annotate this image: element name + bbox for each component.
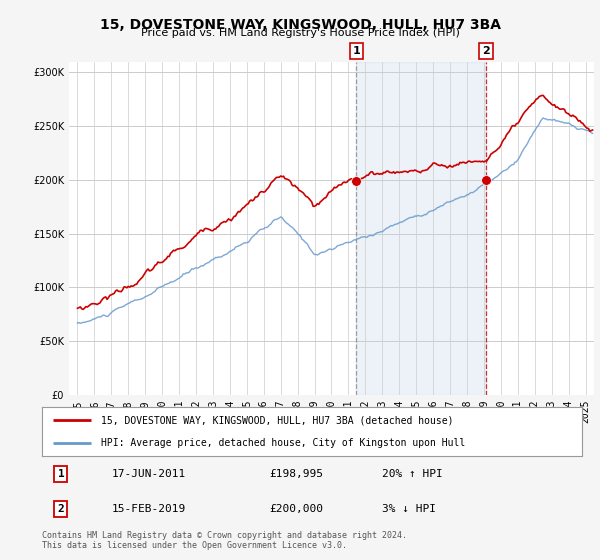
Text: 2: 2	[58, 504, 64, 514]
Text: HPI: Average price, detached house, City of Kingston upon Hull: HPI: Average price, detached house, City…	[101, 438, 466, 448]
Text: 15, DOVESTONE WAY, KINGSWOOD, HULL, HU7 3BA: 15, DOVESTONE WAY, KINGSWOOD, HULL, HU7 …	[100, 18, 500, 32]
Text: 17-JUN-2011: 17-JUN-2011	[112, 469, 187, 479]
Text: 1: 1	[352, 46, 360, 56]
Text: 3% ↓ HPI: 3% ↓ HPI	[382, 504, 436, 514]
Text: £198,995: £198,995	[269, 469, 323, 479]
Text: 2: 2	[482, 46, 490, 56]
Text: £200,000: £200,000	[269, 504, 323, 514]
Text: 15, DOVESTONE WAY, KINGSWOOD, HULL, HU7 3BA (detached house): 15, DOVESTONE WAY, KINGSWOOD, HULL, HU7 …	[101, 416, 454, 426]
Text: 1: 1	[58, 469, 64, 479]
Text: Price paid vs. HM Land Registry's House Price Index (HPI): Price paid vs. HM Land Registry's House …	[140, 28, 460, 38]
Text: 20% ↑ HPI: 20% ↑ HPI	[382, 469, 443, 479]
Text: 15-FEB-2019: 15-FEB-2019	[112, 504, 187, 514]
Bar	[356, 62, 486, 395]
Text: Contains HM Land Registry data © Crown copyright and database right 2024.
This d: Contains HM Land Registry data © Crown c…	[42, 531, 407, 550]
